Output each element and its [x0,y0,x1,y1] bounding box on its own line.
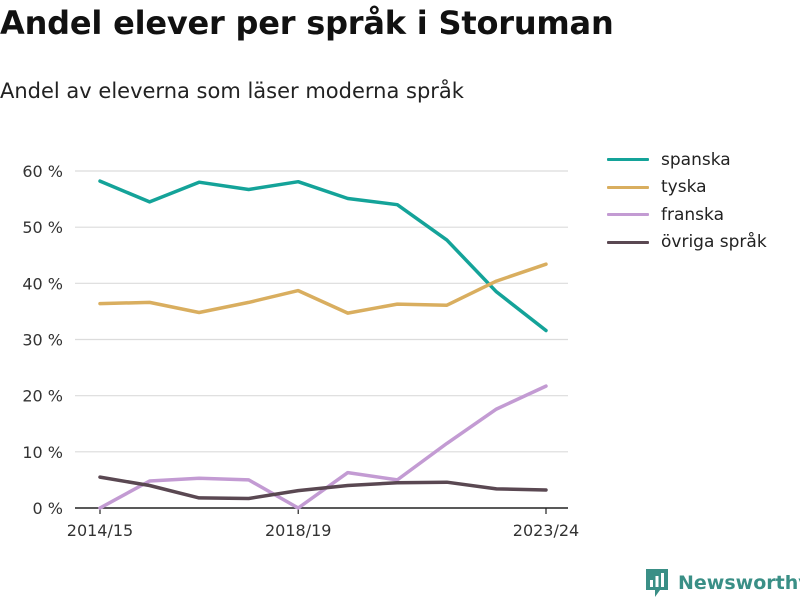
series-line [98,179,548,333]
x-tick-label: 2014/15 [67,521,133,540]
y-tick-label: 50 % [22,218,63,237]
y-tick-label: 60 % [22,162,63,181]
legend-swatch [607,240,649,244]
newsworthy-logo-icon [646,569,668,597]
series-line [98,262,548,315]
y-tick-label: 40 % [22,274,63,293]
legend: spanska tyska franska övriga språk [607,146,767,256]
legend-item: övriga språk [607,229,767,257]
legend-item: franska [607,201,767,229]
legend-swatch [607,213,649,217]
legend-swatch [607,158,649,162]
y-tick-label: 20 % [22,387,63,406]
legend-label: spanska [661,149,731,170]
gridlines [75,170,568,453]
y-tick-label: 30 % [22,331,63,350]
series-lines [98,179,548,510]
chart-title: Andel elever per språk i Storuman [0,4,614,42]
legend-item: tyska [607,174,767,202]
brand-name: Newsworthy [678,572,800,594]
legend-label: tyska [661,177,707,198]
legend-swatch [607,185,649,189]
y-tick-label: 10 % [22,443,63,462]
legend-item: spanska [607,146,767,174]
series-line [98,384,548,510]
chart-subtitle: Andel av eleverna som läser moderna språ… [0,79,464,103]
legend-label: övriga språk [661,232,767,253]
x-tick-label: 2018/19 [265,521,331,540]
legend-label: franska [661,204,724,225]
axes: 0 % 10 % 20 % 30 % 40 % 50 % 60 % 2014/15 2018/1… [22,162,579,540]
series-line [98,475,548,501]
newsworthy-brand: Newsworthy [644,568,800,598]
x-tick-label: 2023/24 [513,521,579,540]
y-tick-label: 0 % [33,499,63,518]
